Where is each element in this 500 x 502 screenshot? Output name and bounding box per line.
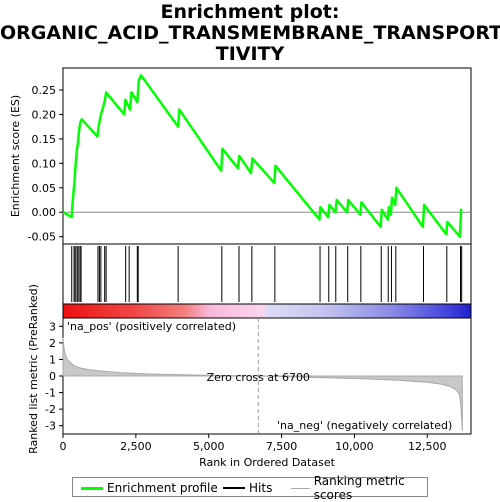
es-panel-frame	[62, 67, 472, 245]
metric-ytick-label: -2	[45, 403, 56, 416]
es-ytick-label: -0.05	[28, 231, 56, 244]
legend-enrichment: Enrichment profile	[81, 480, 218, 496]
chart-title-line-3: TIVITY	[215, 43, 285, 65]
metric-ytick-label: -3	[45, 420, 56, 433]
ranking-color-bar	[62, 303, 472, 319]
metric-xtick-label: 0	[60, 440, 67, 453]
metric-ytick-label: -1	[45, 387, 56, 400]
metric-ytick-label: 1	[49, 353, 56, 366]
legend-ranking: Ranking metric scores	[291, 474, 427, 502]
metric-ytick-label: 3	[49, 320, 56, 333]
metric-ytick-label: 0	[49, 370, 56, 383]
es-ytick-label: 0.00	[32, 206, 57, 219]
es-ytick-label: 0.15	[32, 133, 57, 146]
x-axis-label: Rank in Ordered Dataset	[199, 456, 336, 469]
es-ytick-label: 0.10	[32, 157, 57, 170]
legend-enrichment-swatch	[81, 486, 103, 490]
es-ytick-label: 0.20	[32, 108, 57, 121]
legend-enrichment-label: Enrichment profile	[107, 481, 218, 495]
legend-ranking-swatch	[291, 487, 310, 489]
legend: Enrichment profile Hits Ranking metric s…	[72, 474, 428, 502]
metric-xtick-label: 10,000	[335, 440, 374, 453]
metric-ytick-label: 2	[49, 337, 56, 350]
es-ytick-label: 0.25	[32, 84, 57, 97]
hits-panel-frame	[62, 243, 472, 305]
neg-correlated-label: 'na_neg' (negatively correlated)	[277, 419, 452, 432]
metric-xtick-label: 12,500	[408, 440, 447, 453]
enrichment-profile-line	[62, 74, 463, 238]
metric-xtick-label: 7,500	[266, 440, 298, 453]
metric-xtick-label: 2,500	[120, 440, 152, 453]
legend-hits-swatch	[223, 487, 245, 489]
legend-hits-label: Hits	[249, 481, 273, 495]
metric-xtick-label: 5,000	[193, 440, 225, 453]
legend-ranking-label: Ranking metric scores	[313, 474, 405, 502]
ranking-metric-area	[62, 337, 463, 431]
chart-title-line-1: Enrichment plot:	[160, 1, 340, 23]
es-axis-label: Enrichment score (ES)	[9, 95, 22, 217]
metric-axis-label: Ranked list metric (PreRanked)	[27, 284, 40, 454]
zero-cross-label: Zero cross at 6700	[207, 371, 310, 384]
legend-hits: Hits	[223, 480, 272, 496]
chart-title-line-2: ORGANIC_ACID_TRANSMEMBRANE_TRANSPORTER_A…	[0, 22, 500, 44]
pos-correlated-label: 'na_pos' (positively correlated)	[67, 320, 236, 333]
es-ytick-label: 0.05	[32, 182, 57, 195]
